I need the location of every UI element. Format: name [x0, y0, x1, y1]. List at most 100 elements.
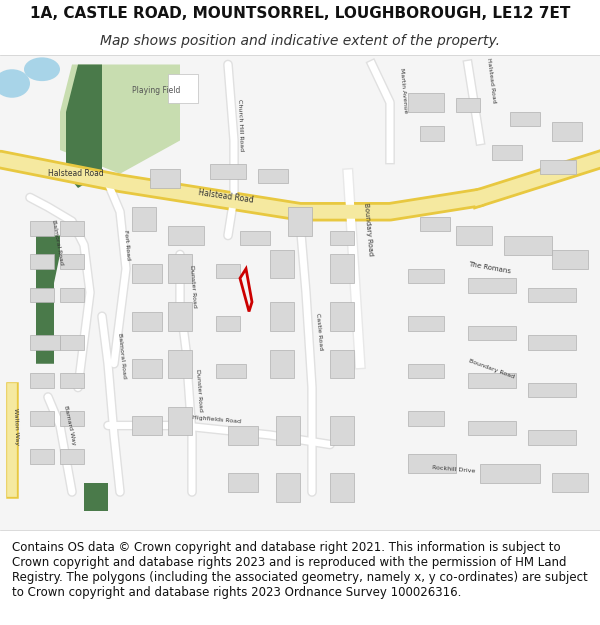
FancyBboxPatch shape	[330, 302, 354, 331]
Bar	[84, 482, 108, 511]
FancyBboxPatch shape	[30, 221, 54, 236]
FancyBboxPatch shape	[60, 411, 84, 426]
FancyBboxPatch shape	[420, 216, 450, 231]
FancyBboxPatch shape	[270, 302, 294, 331]
FancyBboxPatch shape	[30, 411, 54, 426]
FancyBboxPatch shape	[468, 326, 516, 340]
FancyBboxPatch shape	[60, 254, 84, 269]
FancyBboxPatch shape	[132, 207, 156, 231]
FancyBboxPatch shape	[240, 231, 270, 245]
Text: Boundary Road: Boundary Road	[468, 358, 515, 379]
Text: Boundary Road: Boundary Road	[363, 202, 374, 256]
FancyBboxPatch shape	[504, 236, 552, 254]
FancyBboxPatch shape	[132, 359, 162, 378]
FancyBboxPatch shape	[168, 302, 192, 331]
FancyBboxPatch shape	[132, 264, 162, 283]
Text: Dunster Road: Dunster Road	[195, 369, 203, 413]
FancyBboxPatch shape	[216, 364, 246, 378]
FancyBboxPatch shape	[210, 164, 246, 179]
FancyBboxPatch shape	[408, 269, 444, 283]
Text: Fort Road: Fort Road	[123, 230, 131, 260]
FancyBboxPatch shape	[528, 430, 576, 444]
FancyBboxPatch shape	[270, 349, 294, 378]
FancyBboxPatch shape	[468, 421, 516, 435]
Ellipse shape	[0, 69, 30, 98]
FancyBboxPatch shape	[468, 278, 516, 292]
Text: Barnard Way: Barnard Way	[63, 405, 76, 446]
Text: Balmoral Road: Balmoral Road	[117, 333, 127, 379]
FancyBboxPatch shape	[168, 349, 192, 378]
FancyBboxPatch shape	[552, 121, 582, 141]
FancyBboxPatch shape	[492, 145, 522, 159]
FancyBboxPatch shape	[168, 254, 192, 283]
FancyBboxPatch shape	[168, 406, 192, 435]
Polygon shape	[36, 236, 60, 364]
FancyBboxPatch shape	[60, 221, 84, 236]
Text: Dunster Road: Dunster Road	[189, 264, 197, 308]
FancyBboxPatch shape	[552, 250, 588, 269]
Text: Halstead Road: Halstead Road	[198, 189, 254, 205]
FancyBboxPatch shape	[408, 454, 456, 473]
Text: Highfields Road: Highfields Road	[192, 415, 241, 424]
FancyBboxPatch shape	[408, 93, 444, 112]
FancyBboxPatch shape	[30, 449, 54, 464]
FancyBboxPatch shape	[408, 411, 444, 426]
FancyBboxPatch shape	[330, 254, 354, 283]
Text: Balmoral Road: Balmoral Road	[51, 219, 64, 265]
FancyBboxPatch shape	[216, 316, 240, 331]
FancyBboxPatch shape	[60, 288, 84, 302]
FancyBboxPatch shape	[228, 473, 258, 492]
FancyBboxPatch shape	[528, 335, 576, 349]
FancyBboxPatch shape	[60, 449, 84, 464]
Text: Rockhill Drive: Rockhill Drive	[432, 465, 476, 474]
FancyBboxPatch shape	[132, 416, 162, 435]
FancyBboxPatch shape	[30, 288, 54, 302]
FancyBboxPatch shape	[150, 169, 180, 188]
FancyBboxPatch shape	[408, 316, 444, 331]
Text: The Romans: The Romans	[468, 261, 511, 274]
Text: 1A, CASTLE ROAD, MOUNTSORREL, LOUGHBOROUGH, LE12 7ET: 1A, CASTLE ROAD, MOUNTSORREL, LOUGHBOROU…	[30, 6, 570, 21]
Ellipse shape	[24, 58, 60, 81]
FancyBboxPatch shape	[258, 169, 288, 183]
Text: Church Hill Road: Church Hill Road	[237, 99, 244, 151]
FancyBboxPatch shape	[330, 349, 354, 378]
FancyBboxPatch shape	[330, 416, 354, 444]
Text: Map shows position and indicative extent of the property.: Map shows position and indicative extent…	[100, 34, 500, 48]
FancyBboxPatch shape	[216, 264, 240, 278]
FancyBboxPatch shape	[30, 335, 60, 349]
Text: Contains OS data © Crown copyright and database right 2021. This information is : Contains OS data © Crown copyright and d…	[12, 541, 588, 599]
FancyBboxPatch shape	[330, 473, 354, 501]
FancyBboxPatch shape	[132, 311, 162, 331]
FancyBboxPatch shape	[552, 473, 588, 492]
FancyBboxPatch shape	[288, 207, 312, 236]
Text: Halstead Road: Halstead Road	[48, 169, 104, 178]
FancyBboxPatch shape	[480, 464, 540, 482]
FancyBboxPatch shape	[60, 373, 84, 388]
FancyBboxPatch shape	[276, 416, 300, 444]
FancyBboxPatch shape	[456, 226, 492, 245]
Text: Martin Avenue: Martin Avenue	[399, 68, 408, 113]
FancyBboxPatch shape	[30, 373, 54, 388]
FancyBboxPatch shape	[30, 254, 54, 269]
FancyBboxPatch shape	[528, 382, 576, 397]
Text: Halstead Road: Halstead Road	[486, 58, 497, 104]
FancyBboxPatch shape	[408, 364, 444, 378]
Text: Playing Field: Playing Field	[132, 86, 181, 95]
FancyBboxPatch shape	[330, 231, 354, 245]
FancyBboxPatch shape	[420, 126, 444, 141]
FancyBboxPatch shape	[270, 250, 294, 278]
FancyBboxPatch shape	[510, 112, 540, 126]
FancyBboxPatch shape	[168, 226, 204, 245]
Polygon shape	[66, 64, 102, 188]
Polygon shape	[60, 64, 180, 174]
Bar	[168, 74, 198, 102]
FancyBboxPatch shape	[276, 473, 300, 501]
FancyBboxPatch shape	[60, 335, 84, 349]
FancyBboxPatch shape	[468, 373, 516, 388]
Text: Castle Road: Castle Road	[315, 313, 323, 351]
FancyBboxPatch shape	[456, 98, 480, 112]
FancyBboxPatch shape	[228, 426, 258, 444]
FancyBboxPatch shape	[540, 159, 576, 174]
FancyBboxPatch shape	[528, 288, 576, 302]
Text: Walton Way: Walton Way	[13, 408, 19, 446]
